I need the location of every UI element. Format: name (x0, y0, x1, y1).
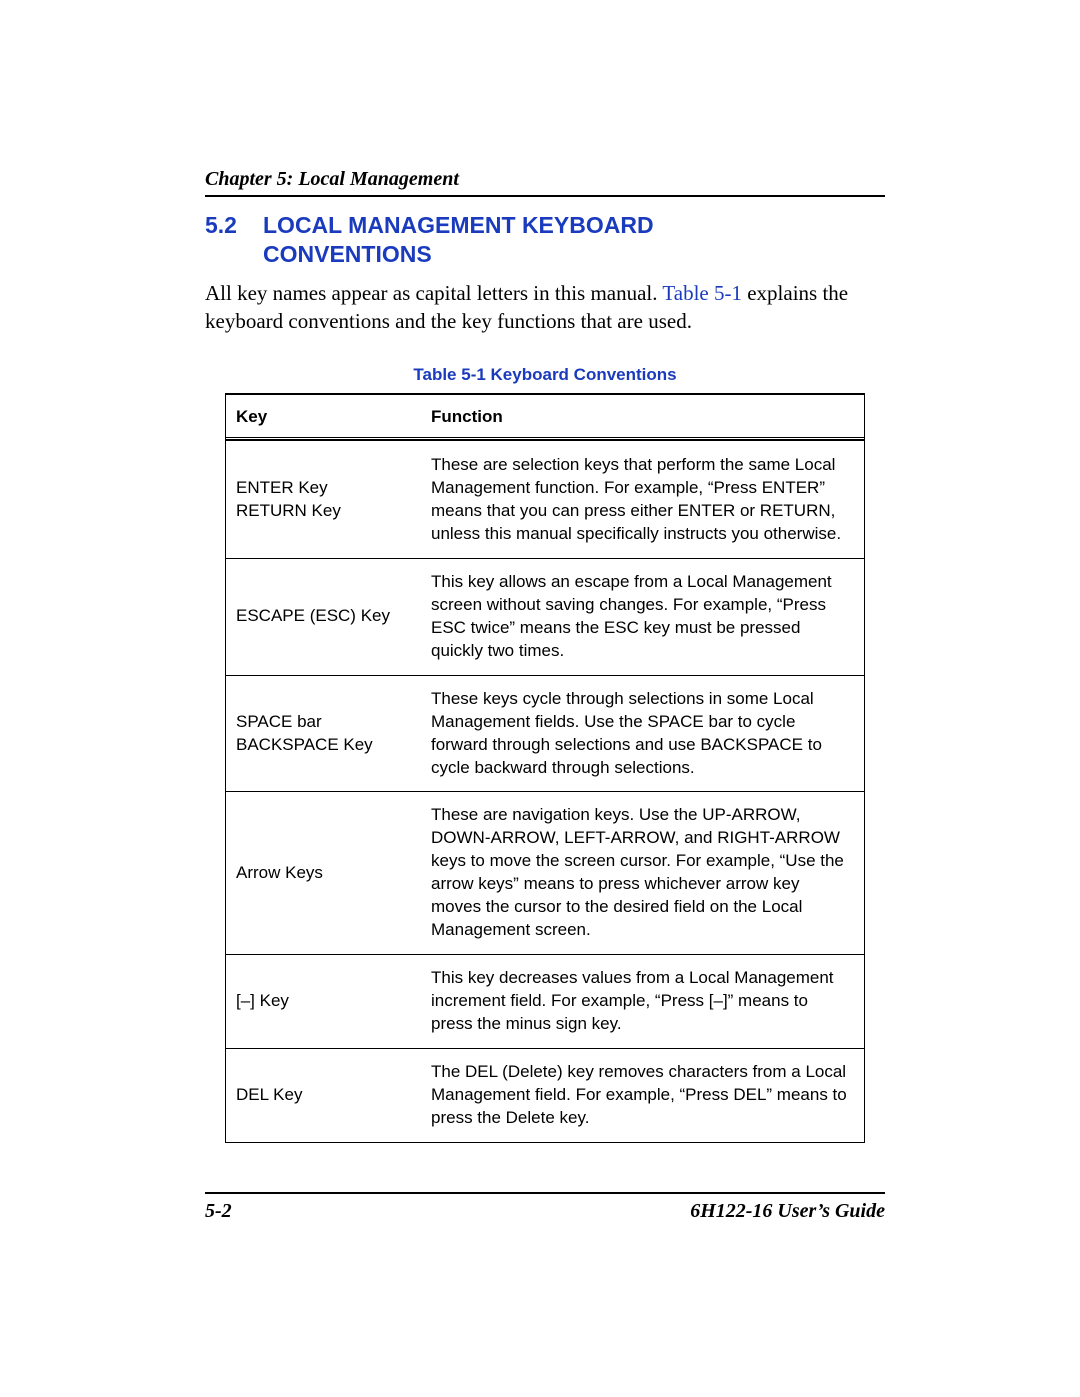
cell-key: Arrow Keys (226, 792, 422, 955)
cell-function: These are selection keys that perform th… (421, 438, 865, 559)
keyboard-conventions-table: Key Function ENTER KeyRETURN Key These a… (225, 393, 865, 1143)
section-number: 5.2 (205, 211, 263, 240)
cell-function: This key decreases values from a Local M… (421, 955, 865, 1049)
table-caption: Table 5-1 Keyboard Conventions (205, 365, 885, 385)
table-row: Arrow Keys These are navigation keys. Us… (226, 792, 865, 955)
table-row: ENTER KeyRETURN Key These are selection … (226, 438, 865, 559)
page-footer: 5-2 6H122-16 User’s Guide (205, 1192, 885, 1223)
cell-key: DEL Key (226, 1048, 422, 1142)
footer-doc-title: 6H122-16 User’s Guide (690, 1200, 885, 1223)
table-row: SPACE barBACKSPACE Key These keys cycle … (226, 675, 865, 792)
cell-function: These are navigation keys. Use the UP-AR… (421, 792, 865, 955)
table-header-row: Key Function (226, 394, 865, 438)
cell-key: SPACE barBACKSPACE Key (226, 675, 422, 792)
cell-function: This key allows an escape from a Local M… (421, 558, 865, 675)
table-row: DEL Key The DEL (Delete) key removes cha… (226, 1048, 865, 1142)
section-title: LOCAL MANAGEMENT KEYBOARD CONVENTIONS (263, 211, 823, 269)
footer-rule (205, 1192, 885, 1194)
table-row: [–] Key This key decreases values from a… (226, 955, 865, 1049)
table-row: ESCAPE (ESC) Key This key allows an esca… (226, 558, 865, 675)
running-head: Chapter 5: Local Management (205, 168, 885, 191)
cell-key: ENTER KeyRETURN Key (226, 438, 422, 559)
col-header-key: Key (226, 394, 422, 438)
cell-function: The DEL (Delete) key removes characters … (421, 1048, 865, 1142)
paragraph-pre: All key names appear as capital letters … (205, 281, 662, 305)
col-header-function: Function (421, 394, 865, 438)
table-reference-link[interactable]: Table 5-1 (662, 281, 742, 305)
cell-key: [–] Key (226, 955, 422, 1049)
intro-paragraph: All key names appear as capital letters … (205, 279, 885, 336)
cell-function: These keys cycle through selections in s… (421, 675, 865, 792)
footer-page-number: 5-2 (205, 1200, 232, 1223)
page-content: Chapter 5: Local Management 5.2LOCAL MAN… (205, 168, 885, 1143)
section-heading: 5.2LOCAL MANAGEMENT KEYBOARD CONVENTIONS (205, 211, 885, 269)
header-rule (205, 195, 885, 197)
cell-key: ESCAPE (ESC) Key (226, 558, 422, 675)
